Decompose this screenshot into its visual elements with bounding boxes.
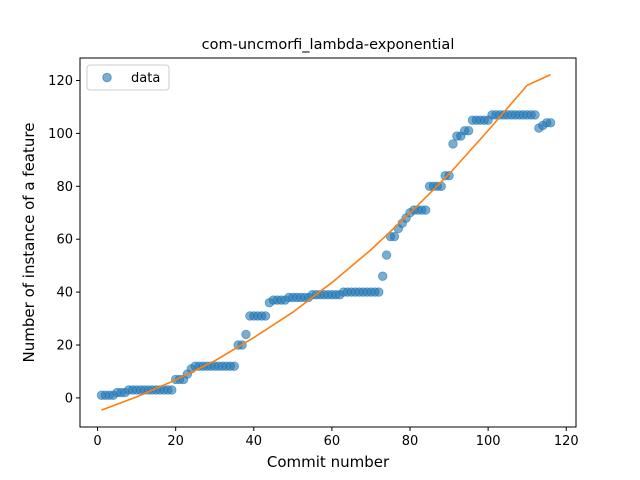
- x-tick-label: 80: [402, 434, 419, 449]
- data-point: [381, 250, 392, 260]
- data-point: [545, 118, 556, 128]
- y-tick-label: 60: [56, 233, 73, 248]
- y-tick-label: 120: [48, 74, 73, 89]
- data-point: [420, 205, 431, 215]
- axes-frame: [79, 57, 577, 428]
- legend-label-data: data: [131, 71, 160, 86]
- data-point: [260, 311, 271, 321]
- y-tick-label: 40: [56, 286, 73, 301]
- fit-line: [101, 73, 551, 411]
- axes: 0 20 40 60 80 100 120 0 20 40 60 80 100 120: [48, 57, 579, 449]
- x-tick-label: 0: [93, 434, 101, 449]
- data-point: [436, 181, 446, 191]
- x-tick-label: 20: [167, 434, 184, 449]
- y-axis-label: Number of instance of a feature: [20, 123, 38, 363]
- legend: data: [86, 64, 170, 91]
- x-tick-label: 60: [324, 434, 341, 449]
- plot-area: [96, 73, 556, 411]
- x-axis-label: Commit number: [267, 453, 390, 471]
- legend-box: [86, 64, 170, 91]
- y-tick-label: 0: [65, 391, 73, 406]
- y-tick-label: 100: [48, 127, 73, 142]
- data-point: [167, 385, 177, 395]
- y-tick-label: 20: [56, 339, 73, 354]
- data-point: [241, 329, 251, 340]
- x-tick-label: 40: [246, 434, 263, 449]
- data-point: [229, 361, 239, 371]
- legend-marker-data: [102, 72, 112, 83]
- data-point: [444, 171, 454, 181]
- data-point: [374, 287, 384, 297]
- data-point: [377, 271, 388, 281]
- data-point: [448, 139, 458, 149]
- data-point: [530, 110, 540, 120]
- data-point: [389, 231, 400, 242]
- x-tick-label: 120: [554, 434, 579, 449]
- chart-title: com-uncmorfi_lambda-exponential: [202, 37, 455, 53]
- data-point: [463, 126, 474, 136]
- y-tick-label: 80: [56, 180, 73, 195]
- x-tick-label: 100: [476, 434, 501, 449]
